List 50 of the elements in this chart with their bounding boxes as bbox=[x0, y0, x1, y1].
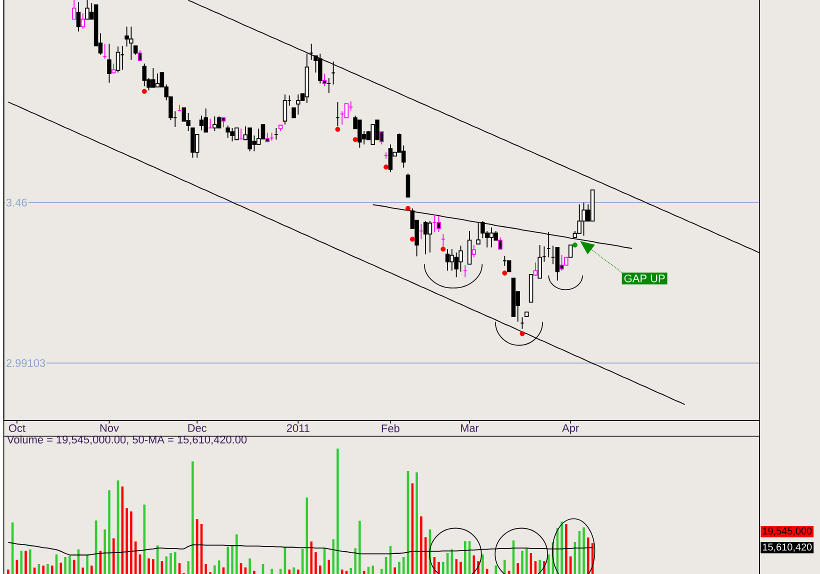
candlestick bbox=[538, 244, 542, 279]
x-tick-label: Oct bbox=[8, 424, 26, 432]
candlestick bbox=[76, 2, 81, 32]
y-tick-label: 15,610,420 bbox=[762, 543, 812, 552]
x-tick-label: Nov bbox=[100, 424, 119, 432]
candlestick bbox=[204, 108, 208, 133]
point bbox=[520, 331, 525, 336]
x-tick-label: Mar bbox=[460, 424, 479, 432]
point bbox=[406, 206, 410, 211]
y-tick-label: 2.99103 bbox=[6, 359, 46, 367]
point bbox=[502, 270, 508, 276]
point bbox=[335, 126, 340, 132]
candlestick bbox=[182, 107, 186, 122]
candlestick bbox=[256, 128, 261, 145]
y-tick-label: 19,545,000 bbox=[762, 527, 812, 536]
candlestick bbox=[436, 214, 441, 232]
candlestick bbox=[155, 73, 160, 88]
candlestick bbox=[423, 220, 428, 255]
candlestick bbox=[107, 43, 112, 84]
y-tick-label: 3.46 bbox=[6, 198, 27, 206]
candlestick bbox=[199, 115, 204, 131]
point bbox=[572, 242, 578, 248]
candlestick bbox=[467, 230, 472, 265]
candlestick bbox=[72, 0, 76, 20]
x-tick-label: 2011 bbox=[286, 424, 310, 432]
candlestick bbox=[445, 248, 450, 272]
candlestick bbox=[138, 50, 142, 61]
candlestick bbox=[282, 94, 288, 125]
point bbox=[440, 246, 446, 252]
point bbox=[352, 137, 358, 142]
candlestick bbox=[489, 227, 494, 248]
candlestick bbox=[428, 220, 432, 253]
candlestick bbox=[212, 116, 217, 132]
point bbox=[142, 88, 147, 94]
candlestick bbox=[344, 103, 349, 118]
x-tick-label: Feb bbox=[382, 424, 400, 432]
candlestick bbox=[221, 117, 226, 128]
line-series bbox=[8, 102, 686, 405]
point bbox=[384, 164, 389, 170]
candlestick bbox=[116, 46, 120, 73]
point bbox=[410, 236, 415, 242]
annotation: GAP UP bbox=[624, 274, 665, 282]
candlestick bbox=[406, 173, 410, 198]
chart-title: Volume = 19,545,000.00, 50-MA = 15,610,420.00 bbox=[7, 435, 247, 445]
candlestick bbox=[450, 248, 454, 272]
x-tick-label: Dec bbox=[188, 424, 207, 432]
candlestick bbox=[506, 260, 512, 272]
candlestick bbox=[216, 116, 222, 128]
x-tick-label: Apr bbox=[562, 424, 579, 434]
candlestick bbox=[388, 144, 393, 173]
